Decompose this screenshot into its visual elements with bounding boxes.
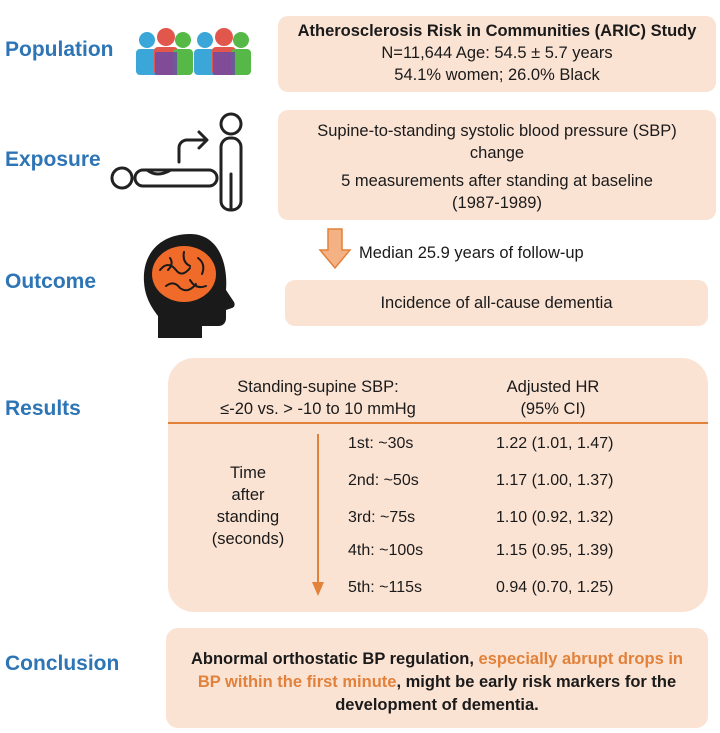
supine-to-standing-icon — [107, 112, 267, 217]
results-col2-header: Adjusted HR (95% CI) — [478, 376, 628, 420]
population-stats-line2: 54.1% women; 26.0% Black — [394, 66, 600, 84]
section-label-results: Results — [5, 397, 81, 420]
outcome-box: Incidence of all-cause dementia — [285, 280, 708, 326]
conclusion-highlight: especially abrupt drops in BP within the… — [197, 650, 684, 691]
section-label-population: Population — [5, 38, 114, 61]
conclusion-part1: Abnormal orthostatic BP regulation, — [190, 650, 479, 668]
outcome-text: Incidence of all-cause dementia — [380, 294, 613, 312]
exposure-line1: Supine-to-standing systolic blood pressu… — [317, 122, 677, 140]
time-label-line4: (seconds) — [211, 530, 285, 548]
exposure-line3: 5 measurements after standing at baselin… — [341, 172, 653, 190]
row-hr: 1.17 (1.00, 1.37) — [496, 472, 614, 489]
row-hr: 1.15 (0.95, 1.39) — [496, 542, 614, 559]
brain-head-icon — [140, 232, 245, 340]
row-time: 1st: ~30s — [348, 435, 414, 452]
results-col1-header: Standing-supine SBP: ≤-20 vs. > -10 to 1… — [198, 376, 438, 420]
conclusion-box: Abnormal orthostatic BP regulation, espe… — [166, 628, 708, 728]
exposure-line4: (1987-1989) — [452, 194, 542, 212]
col1-header-line1: Standing-supine SBP: — [237, 378, 399, 396]
down-arrow-icon — [318, 228, 352, 270]
study-title: Atherosclerosis Risk in Communities (ARI… — [297, 22, 697, 40]
followup-text: Median 25.9 years of follow-up — [359, 244, 584, 262]
col1-header-line2: ≤-20 vs. > -10 to 10 mmHg — [220, 400, 416, 418]
time-label-line2: after — [231, 486, 265, 504]
section-label-conclusion: Conclusion — [5, 652, 120, 675]
row-hr: 0.94 (0.70, 1.25) — [496, 579, 614, 596]
row-hr: 1.22 (1.01, 1.47) — [496, 435, 614, 452]
time-label-line1: Time — [229, 464, 267, 482]
exposure-box: Supine-to-standing systolic blood pressu… — [278, 110, 716, 220]
results-box: Standing-supine SBP: ≤-20 vs. > -10 to 1… — [168, 358, 708, 612]
row-time: 5th: ~115s — [348, 579, 422, 596]
population-stats-line1: N=11,644 Age: 54.5 ± 5.7 years — [381, 44, 613, 62]
row-time: 4th: ~100s — [348, 542, 424, 559]
time-after-standing-label: Time after standing (seconds) — [203, 462, 293, 550]
section-label-exposure: Exposure — [5, 148, 101, 171]
people-group-icon — [133, 28, 263, 78]
col2-header-line1: Adjusted HR — [506, 378, 600, 396]
conclusion-text: Abnormal orthostatic BP regulation, espe… — [190, 648, 684, 717]
population-box: Atherosclerosis Risk in Communities (ARI… — [278, 16, 716, 92]
col2-header-line2: (95% CI) — [520, 400, 586, 418]
time-arrow — [311, 434, 325, 598]
row-time: 3rd: ~75s — [348, 509, 416, 526]
results-header-divider — [168, 422, 708, 424]
conclusion-part3: , might be early risk markers for the de… — [335, 673, 677, 714]
exposure-line2: change — [469, 144, 525, 162]
row-time: 2nd: ~50s — [348, 472, 419, 489]
section-label-outcome: Outcome — [5, 270, 97, 293]
time-label-line3: standing — [216, 508, 280, 526]
row-hr: 1.10 (0.92, 1.32) — [496, 509, 614, 526]
